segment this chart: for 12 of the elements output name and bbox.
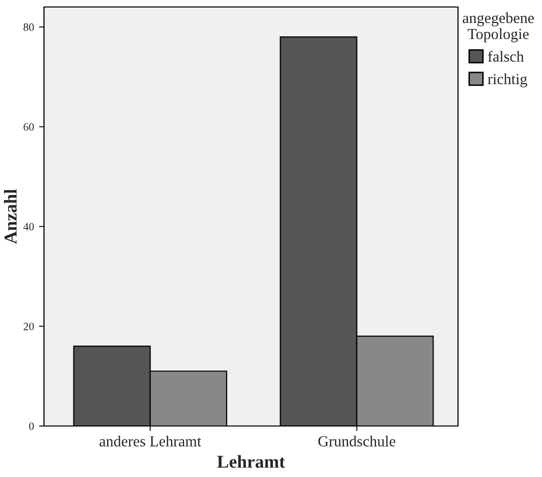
legend-title: angegebene Topologie [462,12,534,42]
y-tick-label: 80 [24,23,34,31]
x-axis-title: Lehramt [217,455,286,468]
y-axis-title: Anzahl [4,189,17,244]
x-tick-label: Grundschule [318,436,396,446]
legend-label: richtig [488,73,528,88]
y-tick-label: 20 [24,322,34,330]
x-tick-label: anderes Lehramt [100,436,202,446]
y-tick-label: 0 [29,422,34,430]
y-tick-label: 40 [23,222,34,230]
y-tick-label: 60 [24,123,34,131]
legend-label: falsch [488,50,524,62]
